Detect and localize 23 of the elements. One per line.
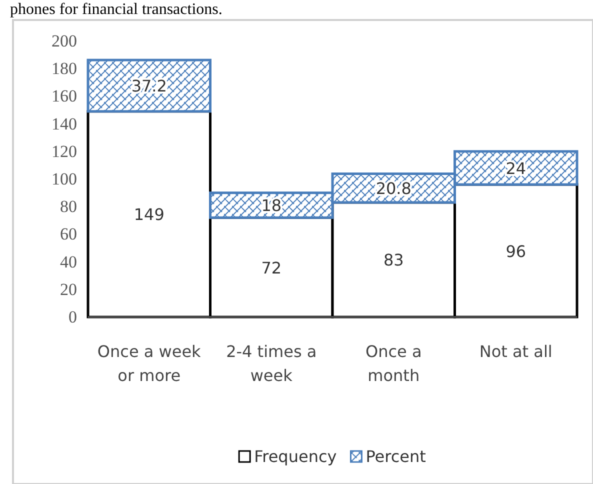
y-tick-label: 20	[60, 280, 77, 299]
y-tick-label: 60	[60, 224, 77, 244]
data-label: 83	[383, 250, 404, 270]
y-tick-label: 40	[60, 252, 77, 272]
y-tick-label: 120	[52, 142, 77, 161]
y-tick-label: 200	[52, 31, 77, 50]
x-tick-label: Once a week or more	[97, 342, 202, 385]
bar	[86, 58, 212, 113]
y-tick-label: 160	[52, 86, 77, 106]
legend-label: Percent	[366, 447, 426, 466]
data-label: 72	[261, 258, 282, 278]
y-tick-label: 180	[52, 59, 77, 78]
y-tick-label: 100	[52, 169, 77, 188]
y-tick-label: 0	[68, 307, 77, 326]
x-tick-label: Not at all	[479, 342, 552, 361]
y-tick-label: 140	[52, 114, 77, 134]
text: phones for financial transactions.	[10, 1, 222, 18]
y-tick-label: 80	[60, 197, 77, 216]
x-tick-label: Once a month	[365, 342, 422, 385]
data-label: 96	[506, 242, 526, 261]
data-label: 149	[134, 205, 164, 224]
x-tick-label: 2-4 times a week	[226, 342, 317, 385]
legend-label: Frequency	[254, 447, 337, 466]
